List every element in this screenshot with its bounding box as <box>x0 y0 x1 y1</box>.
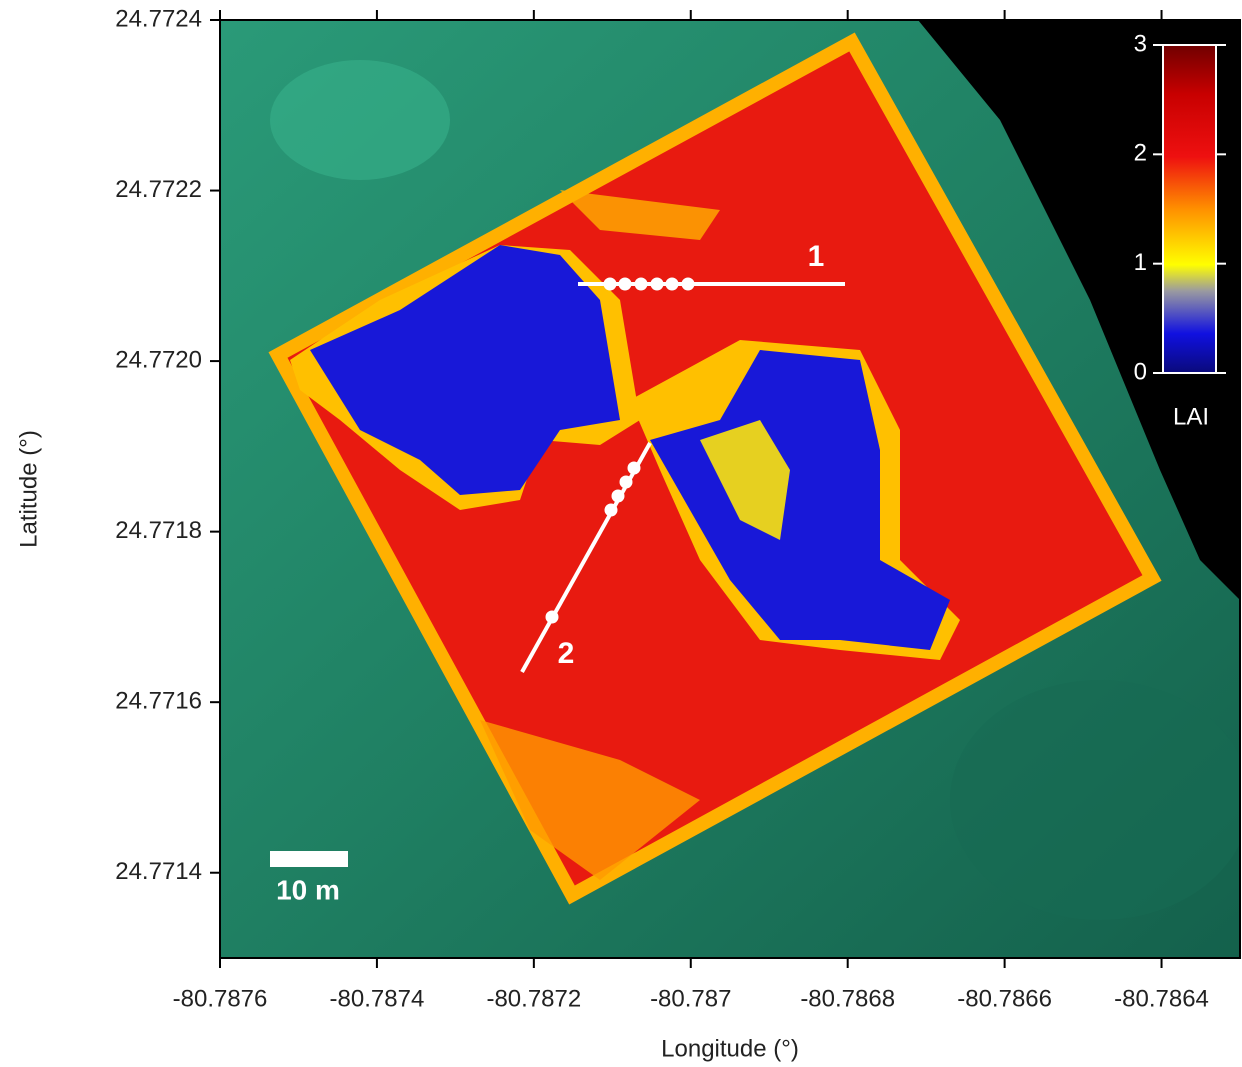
x-tick-label: -80.7876 <box>173 985 268 1012</box>
y-tick-label: 24.7714 <box>115 858 202 885</box>
transect-label: 1 <box>808 240 825 273</box>
colorbar-tick-label: 0 <box>1134 358 1147 385</box>
colorbar <box>1163 45 1216 373</box>
scale-bar <box>270 851 348 867</box>
image <box>220 20 1242 958</box>
transect-label: 2 <box>558 637 575 670</box>
colorbar-tick-label: 3 <box>1134 30 1147 57</box>
y-tick-label: 24.7720 <box>115 346 202 373</box>
x-tick-label: -80.7872 <box>486 985 581 1012</box>
y-tick-label: 24.7722 <box>115 176 202 203</box>
x-tick-label: -80.7866 <box>957 985 1052 1012</box>
scale-bar-label: 10 m <box>276 874 340 905</box>
colorbar-tick-label: 2 <box>1134 140 1147 167</box>
map-figure: 1 2 10 m LAI Longitude (°) Latitude (°) … <box>0 0 1242 1067</box>
x-tick-label: -80.787 <box>650 985 731 1012</box>
y-tick-label: 24.7718 <box>115 517 202 544</box>
y-tick-label: 24.7716 <box>115 688 202 715</box>
colorbar-label: LAI <box>1173 403 1209 430</box>
y-tick-label: 24.7724 <box>115 5 202 32</box>
x-tick-label: -80.7864 <box>1114 985 1209 1012</box>
x-tick-label: -80.7868 <box>800 985 895 1012</box>
x-axis-label: Longitude (°) <box>661 1035 799 1062</box>
colorbar-tick-label: 1 <box>1134 249 1147 276</box>
x-tick-label: -80.7874 <box>330 985 425 1012</box>
y-axis-label: Latitude (°) <box>15 430 42 548</box>
